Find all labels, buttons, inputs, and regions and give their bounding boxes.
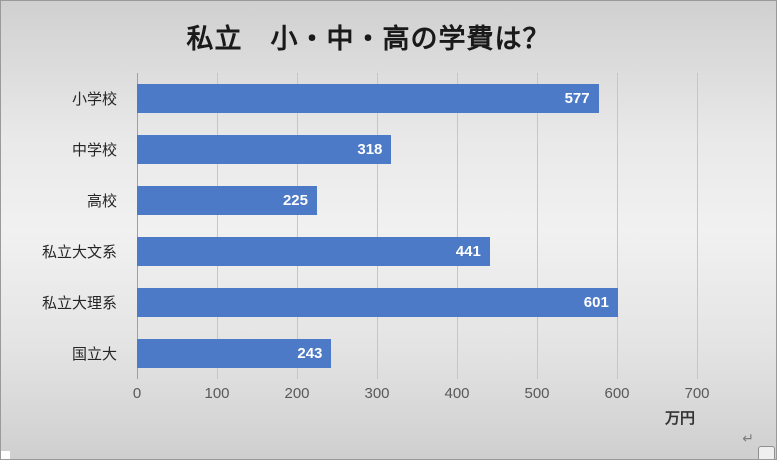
bar: 441 bbox=[137, 237, 490, 266]
category-label: 私立大文系 bbox=[41, 244, 117, 261]
value-axis-tick-label: 500 bbox=[524, 385, 550, 402]
bar-value-label: 577 bbox=[564, 90, 590, 107]
category-axis: 小学校中学校高校私立大文系私立大理系国立大 bbox=[1, 73, 127, 379]
bar: 243 bbox=[137, 339, 332, 368]
gridline bbox=[297, 73, 298, 379]
bar-row: 441 bbox=[137, 226, 697, 277]
gridline bbox=[617, 73, 618, 379]
bar-value-label: 601 bbox=[583, 294, 609, 311]
value-axis-tick-label: 300 bbox=[364, 385, 390, 402]
corner-object-icon bbox=[758, 446, 775, 459]
gridline bbox=[537, 73, 538, 379]
bar-row: 225 bbox=[137, 175, 697, 226]
category-label: 国立大 bbox=[71, 346, 117, 363]
value-axis-line bbox=[137, 73, 138, 379]
bar-row: 318 bbox=[137, 124, 697, 175]
bar: 318 bbox=[137, 135, 392, 164]
bar: 601 bbox=[137, 288, 618, 317]
axis-unit-label: 万円 bbox=[665, 410, 696, 427]
plot-area: 577 318 225 441 601 243 bbox=[137, 73, 698, 379]
category-label: 小学校 bbox=[71, 91, 117, 108]
value-axis-tick-label: 400 bbox=[444, 385, 470, 402]
gridline bbox=[457, 73, 458, 379]
bar-row: 577 bbox=[137, 73, 697, 124]
bar-value-label: 441 bbox=[455, 243, 481, 260]
bar-rows: 577 318 225 441 601 243 bbox=[137, 73, 697, 379]
category-label: 中学校 bbox=[71, 142, 117, 159]
gridline bbox=[377, 73, 378, 379]
bar-value-label: 243 bbox=[297, 345, 323, 362]
page-edge-artifact bbox=[1, 451, 10, 459]
value-axis-tick-label: 600 bbox=[604, 385, 630, 402]
chart-title: 私立 小・中・高の学費は？ bbox=[186, 24, 551, 55]
value-axis-tick-label: 100 bbox=[204, 385, 230, 402]
value-axis-tick-label: 200 bbox=[284, 385, 310, 402]
bar: 577 bbox=[137, 84, 599, 113]
value-axis-tick-label: 0 bbox=[132, 385, 142, 402]
bar-value-label: 225 bbox=[282, 192, 308, 209]
bar-row: 601 bbox=[137, 277, 697, 328]
gridlines bbox=[137, 73, 698, 379]
bar-row: 243 bbox=[137, 328, 697, 379]
bar: 225 bbox=[137, 186, 317, 215]
bar-value-label: 318 bbox=[357, 141, 383, 158]
value-axis-tick-label: 700 bbox=[684, 385, 710, 402]
category-label: 私立大理系 bbox=[41, 295, 117, 312]
category-label: 高校 bbox=[86, 193, 117, 210]
value-axis: 0 100 200 300 400 500 600 700 bbox=[133, 385, 710, 405]
gridline bbox=[697, 73, 698, 379]
gridline bbox=[217, 73, 218, 379]
paragraph-return-mark: ↵ bbox=[742, 430, 754, 446]
